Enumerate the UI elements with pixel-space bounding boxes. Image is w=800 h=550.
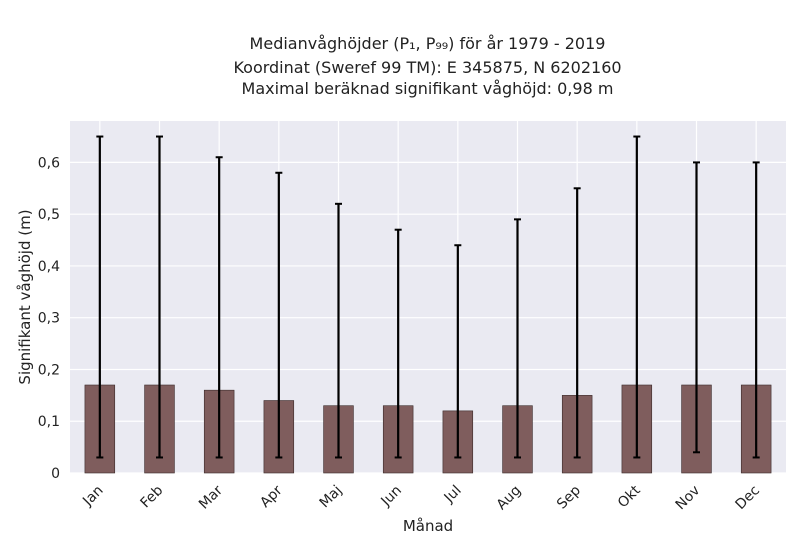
y-tick-label-0: 0 (51, 466, 60, 482)
x-tick-label-okt: Okt (615, 482, 644, 511)
x-tick-label-dec: Dec (733, 483, 763, 513)
x-tick-label-aug: Aug (494, 483, 525, 514)
y-tick-label-5: 0,5 (38, 207, 60, 223)
y-axis-label: Signifikant våghöjd (m) (16, 209, 34, 384)
chart-title-line-3: Maximal beräknad signifikant våghöjd: 0,… (241, 79, 614, 98)
y-tick-label-1: 0,1 (38, 414, 60, 430)
x-tick-label-sep: Sep (554, 482, 584, 512)
y-tick-label-6: 0,6 (38, 155, 60, 171)
y-tick-label-3: 0,3 (38, 311, 60, 327)
y-tick-label-4: 0,4 (38, 259, 60, 275)
chart-title-line-1: Medianvåghöjder (P₁, P₉₉) för år 1979 - … (249, 34, 606, 53)
x-axis-label: Månad (403, 517, 453, 535)
y-tick-label-2: 0,2 (38, 362, 60, 378)
x-tick-label-feb: Feb (137, 482, 166, 511)
x-tick-label-nov: Nov (673, 483, 704, 514)
x-tick-label-jan: Jan (79, 483, 106, 510)
chart-title-line-2: Koordinat (Sweref 99 TM): E 345875, N 62… (233, 58, 622, 77)
plot-area (70, 121, 786, 473)
x-tick-label-jun: Jun (378, 483, 405, 510)
x-tick-label-jul: Jul (441, 483, 465, 507)
x-tick-label-mar: Mar (196, 482, 226, 512)
x-tick-label-maj: Maj (317, 483, 346, 512)
x-tick-label-apr: Apr (257, 482, 286, 511)
